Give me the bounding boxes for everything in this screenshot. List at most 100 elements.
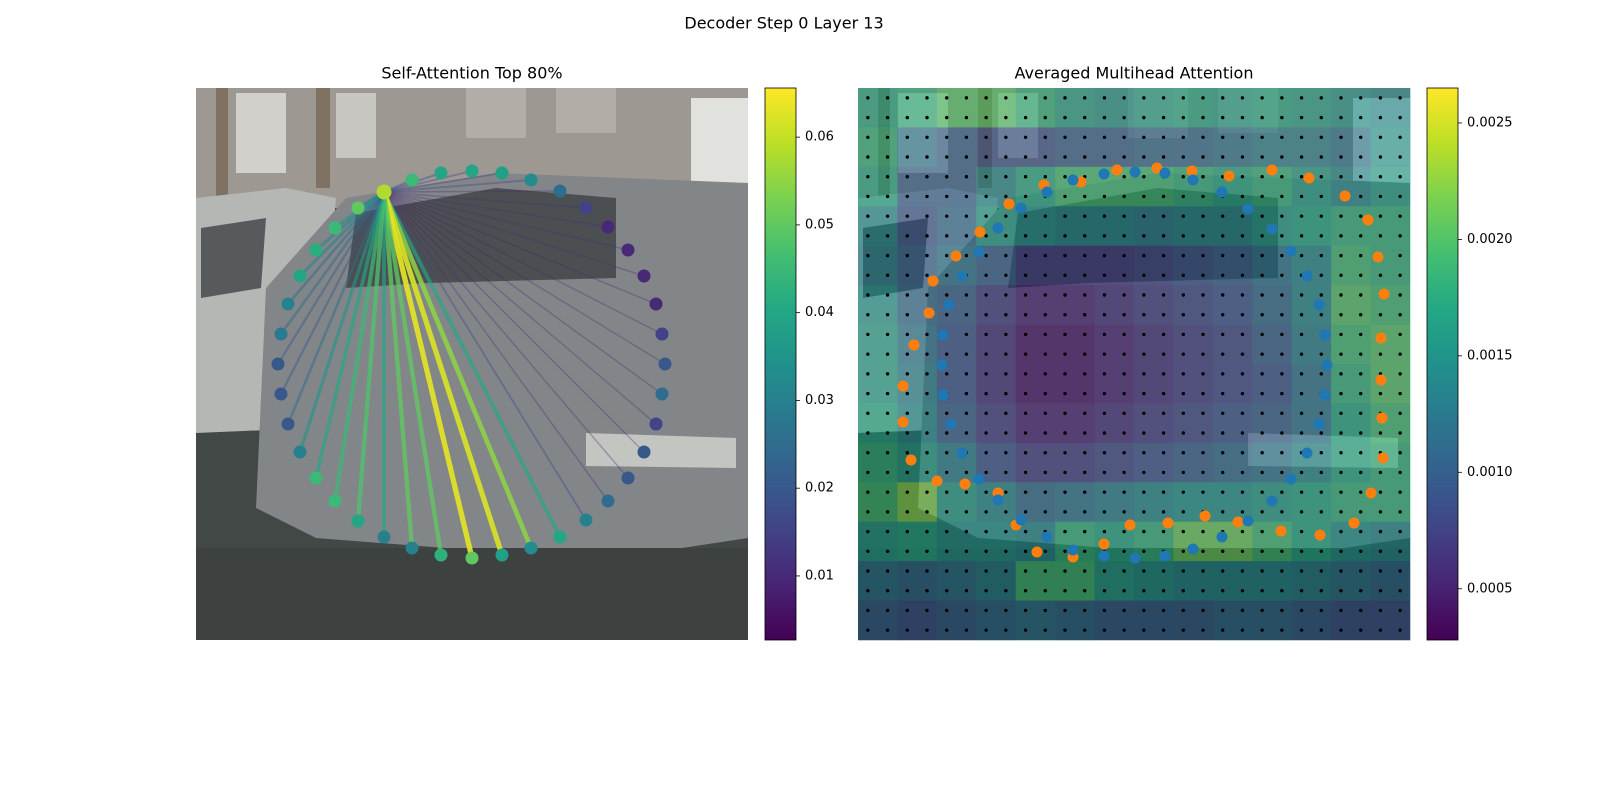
grid-dot	[1023, 352, 1028, 356]
grid-dot	[984, 628, 988, 632]
grid-dot	[1161, 490, 1166, 494]
grid-dot	[1201, 411, 1205, 415]
grid-dot	[1299, 155, 1304, 159]
grid-dot	[1102, 253, 1107, 258]
grid-dot	[1181, 194, 1185, 199]
grid-dot	[1378, 313, 1383, 317]
grid-dot	[1063, 510, 1067, 514]
grid-dot	[1004, 253, 1008, 258]
grid-dot	[1319, 589, 1323, 593]
reference-point	[973, 246, 985, 258]
grid-dot	[1023, 293, 1028, 297]
attention-line	[383, 191, 645, 277]
grid-dot	[1083, 411, 1087, 415]
grid-dot	[1023, 391, 1028, 396]
heat-cell	[1055, 561, 1096, 602]
grid-dot	[945, 352, 949, 356]
heat-cell	[1252, 521, 1293, 562]
grid-dot	[1142, 608, 1146, 613]
grid-dot	[1161, 313, 1166, 317]
grid-dot	[1240, 569, 1245, 573]
heat-cell	[1291, 245, 1332, 286]
reference-point	[973, 473, 985, 485]
grid-dot	[1063, 431, 1067, 435]
heat-cell	[1291, 561, 1332, 602]
grid-dot	[1161, 332, 1166, 337]
grid-dot	[1319, 549, 1323, 553]
grid-dot	[1161, 569, 1166, 573]
grid-dot	[1299, 391, 1304, 396]
grid-dot	[1319, 214, 1323, 218]
grid-dot	[1221, 155, 1225, 159]
grid-dot	[1260, 391, 1264, 396]
heat-cell	[1173, 245, 1214, 286]
heat-cell	[936, 482, 977, 523]
grid-dot	[1339, 549, 1343, 553]
grid-dot	[1398, 608, 1402, 613]
attention-line	[383, 191, 657, 305]
grid-dot	[964, 155, 969, 159]
heat-cell	[1331, 442, 1372, 483]
grid-dot	[1280, 155, 1284, 159]
grid-dot	[905, 529, 909, 534]
grid-dot	[1004, 628, 1008, 632]
grid-dot	[1023, 135, 1028, 139]
grid-dot	[866, 529, 870, 534]
grid-dot	[1299, 253, 1304, 258]
reference-point	[905, 454, 917, 466]
grid-dot	[1023, 253, 1028, 258]
grid-dot	[1240, 608, 1245, 613]
grid-dot	[1260, 234, 1264, 238]
grid-dot	[1339, 352, 1343, 356]
grid-dot	[885, 628, 890, 632]
grid-dot	[925, 155, 929, 159]
grid-dot	[1004, 608, 1008, 613]
heat-cell	[858, 364, 898, 404]
grid-dot	[1201, 391, 1205, 396]
grid-dot	[866, 332, 870, 337]
grid-dot	[1240, 510, 1245, 514]
grid-dot	[1398, 529, 1402, 534]
grid-dot	[866, 372, 870, 376]
heat-cell	[1173, 521, 1214, 562]
grid-dot	[1004, 194, 1008, 199]
grid-dot	[945, 293, 949, 297]
attention-line	[383, 191, 587, 209]
grid-dot	[1299, 332, 1304, 337]
grid-dot	[1201, 293, 1205, 297]
grid-dot	[1004, 529, 1008, 534]
grid-dot	[1221, 490, 1225, 494]
grid-dot	[1142, 451, 1146, 455]
heat-cell	[1173, 324, 1214, 365]
grid-dot	[905, 313, 909, 317]
grid-dot	[1142, 194, 1146, 199]
heat-cell	[1370, 442, 1411, 483]
grid-dot	[1339, 470, 1343, 475]
attention-line	[383, 191, 587, 521]
grid-dot	[1004, 569, 1008, 573]
grid-dot	[945, 470, 949, 475]
grid-dot	[1221, 293, 1225, 297]
grid-dot	[1299, 194, 1304, 199]
heat-cell	[1134, 600, 1174, 641]
heat-cell	[1173, 403, 1214, 444]
grid-dot	[1240, 451, 1245, 455]
reference-point	[956, 270, 968, 282]
heat-cell	[1094, 482, 1135, 523]
grid-dot	[1359, 569, 1363, 573]
grid-dot	[1359, 273, 1363, 277]
grid-dot	[1319, 451, 1323, 455]
attention-line	[383, 191, 645, 453]
grid-dot	[1142, 391, 1146, 396]
grid-dot	[1359, 234, 1363, 238]
grid-dot	[1102, 194, 1107, 199]
grid-dot	[866, 628, 870, 632]
attention-lines	[276, 170, 666, 561]
heat-cell	[1015, 403, 1056, 444]
grid-dot	[1240, 549, 1245, 553]
grid-dot	[1122, 529, 1126, 534]
grid-dot	[1260, 490, 1264, 494]
reference-point	[1242, 515, 1254, 527]
grid-dot	[1161, 115, 1166, 120]
grid-dot	[1398, 155, 1402, 159]
